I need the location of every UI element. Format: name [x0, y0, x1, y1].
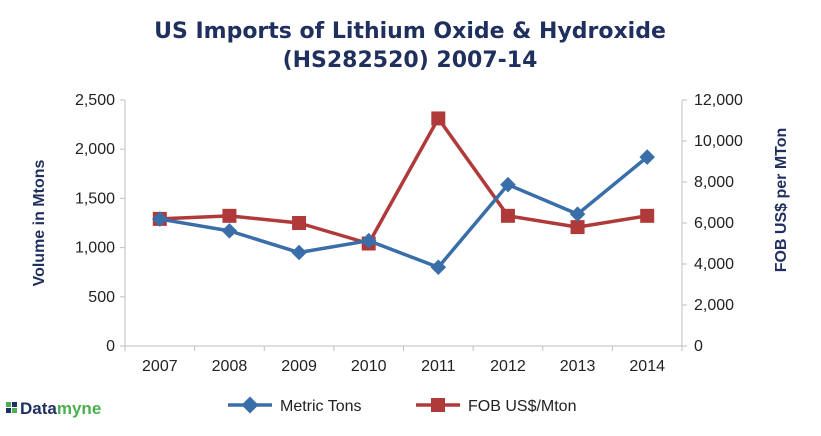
data-point-metric-tons: [500, 176, 516, 193]
datamyne-logo: Datamyne: [6, 399, 101, 418]
y-tick-label-left: 0: [106, 338, 115, 355]
x-ticks: 2007 2008 2009 2010 2011 2012 2013 2014: [124, 346, 683, 375]
x-tick-label: 2007: [142, 358, 178, 375]
y-axis-left-title: Volume in Mtons: [31, 159, 48, 286]
data-point-metric-tons: [639, 149, 655, 165]
y-tick-label-left: 1,000: [75, 240, 115, 257]
y-tick-label-right: 8,000: [694, 174, 734, 191]
series-layer: [152, 111, 655, 276]
legend-item-fob: FOB US$/Mton: [416, 398, 576, 415]
data-point-fob: [431, 111, 446, 126]
y-tick-label-left: 1,500: [75, 190, 115, 207]
legend-item-metric-tons: Metric Tons: [228, 396, 362, 415]
data-point-metric-tons: [360, 232, 377, 249]
data-point-fob: [570, 220, 585, 235]
series-line-metric-tons: [159, 155, 649, 270]
datamyne-logo-text: Datamyne: [20, 399, 101, 418]
data-point-metric-tons: [569, 206, 586, 222]
x-tick-label: 2013: [560, 358, 596, 375]
y-tick-label-left: 500: [88, 289, 115, 306]
data-point-fob: [500, 208, 515, 223]
chart-title-line2: (HS282520) 2007-14: [283, 48, 538, 73]
x-tick-label: 2014: [629, 358, 665, 375]
data-point-metric-tons: [152, 211, 168, 227]
y-tick-label-right: 0: [694, 338, 703, 355]
x-tick-label: 2011: [421, 358, 456, 375]
x-tick-label: 2010: [351, 358, 387, 375]
y-tick-label-right: 2,000: [694, 297, 734, 314]
x-tick-label: 2008: [212, 358, 248, 375]
chart-title-line1: US Imports of Lithium Oxide & Hydroxide: [154, 19, 666, 44]
data-point-metric-tons: [291, 244, 307, 261]
data-point-fob: [292, 216, 307, 230]
y-axis-right-title: FOB US$ per MTon: [773, 128, 790, 273]
x-tick-label: 2009: [281, 358, 317, 375]
y-tick-label-right: 4,000: [694, 256, 734, 273]
y-ticks-right: 0 2,000 4,000 6,000 8,000 10,000 12,000: [682, 92, 743, 355]
datamyne-logo-icon: [6, 402, 17, 413]
data-point-fob: [640, 208, 655, 223]
y-tick-label-right: 6,000: [694, 215, 734, 232]
legend-label-metric-tons: Metric Tons: [280, 398, 362, 415]
legend: Metric Tons FOB US$/Mton: [228, 396, 576, 415]
y-tick-label-right: 10,000: [694, 133, 743, 150]
data-point-fob: [222, 208, 237, 223]
y-tick-label-left: 2,000: [75, 141, 115, 158]
legend-label-fob: FOB US$/Mton: [468, 398, 576, 415]
series-line-fob: [159, 116, 648, 246]
y-tick-label-right: 12,000: [694, 92, 743, 109]
x-tick-label: 2012: [490, 358, 526, 375]
y-ticks-left: 0 500 1,000 1,500 2,000 2,500: [75, 92, 125, 355]
data-point-metric-tons: [221, 223, 238, 239]
y-tick-label-left: 2,500: [75, 92, 115, 109]
